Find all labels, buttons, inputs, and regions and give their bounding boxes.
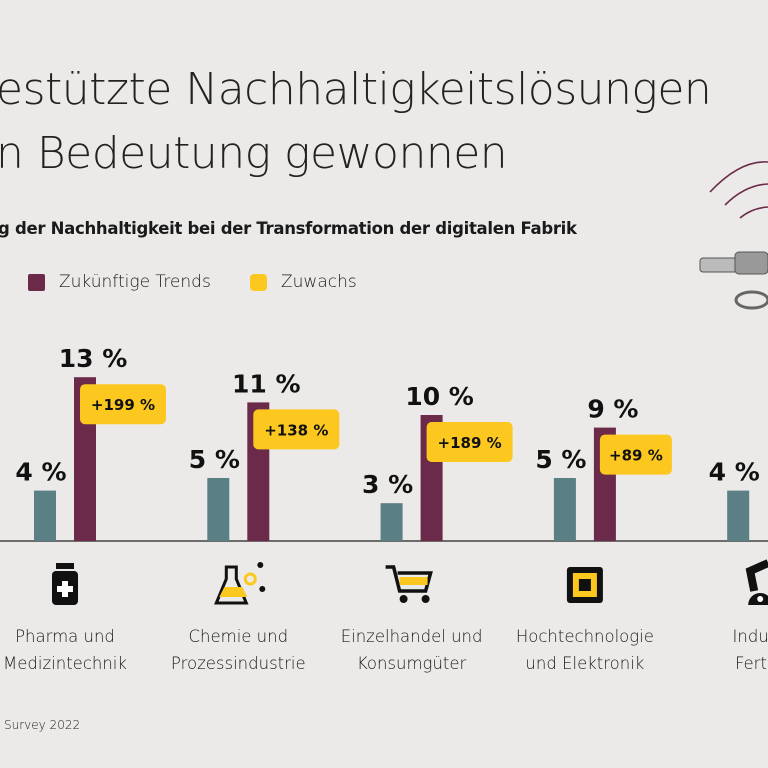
bar-label: 5 % [535,445,586,474]
growth-badge [253,409,340,450]
growth-label: +138 % [264,421,328,439]
legend-label: Zukünftige Trends [59,272,211,292]
bar-label: 9 % [587,395,638,424]
category-label: Pharma und Medizintechnik [0,623,155,677]
bar-current [553,478,576,541]
subtitle: g der Nachhaltigkeit bei der Transformat… [0,219,577,238]
category-label-line: Medizintechnik [3,654,127,673]
category-label-line: Konsumgüter [356,654,467,673]
bar-current [727,490,750,541]
legend-item-growth: Zuwachs [250,272,357,292]
bar-label: 10 % [405,382,474,411]
shopping-cart-icon [385,565,433,603]
category-label-line: Chemie und [188,627,289,646]
bar-label: 3 % [362,470,413,499]
growth-label: +199 % [91,396,155,414]
bar-label: 5 % [189,445,240,474]
bar-label: 13 % [59,344,128,373]
legend-swatch [28,273,45,291]
bar-label: 11 % [232,369,301,398]
robot-arm-wifi-decoration [699,161,768,310]
category-label-line: und Elektronik [525,654,645,673]
category-label: Indust Fertig [668,623,768,677]
growth-badge [599,434,672,475]
growth-badge [426,422,513,462]
category-label-line: Pharma und [15,627,115,646]
bar-current [34,490,56,541]
growth-label: +189 % [438,434,502,452]
category-label: Hochtechnologie und Elektronik [495,623,675,677]
legend-label: Zuwachs [281,272,357,292]
category-label-line: Hochtechnologie [515,627,654,646]
medicine-bottle-icon [52,563,78,605]
category-label-line: Indust [732,627,768,646]
flask-molecule-icon [214,562,266,605]
bar-current [207,478,230,541]
category-label-line: Einzelhandel und [340,627,483,646]
growth-badge [80,384,166,425]
category-label: Chemie und Prozessindustrie [148,623,328,677]
category-label-line: Prozessindustrie [170,654,306,673]
legend-swatch [250,273,267,291]
robot-arm-icon [745,559,768,605]
source-note: Survey 2022 [4,718,81,732]
bar-label: 4 % [15,458,66,487]
growth-label: +89 % [609,447,663,465]
category-label: Einzelhandel und Konsumgüter [322,623,502,677]
legend-item-trends: Zukünftige Trends [28,272,211,292]
bar-current [380,503,403,541]
title-line-1: estützte Nachhaltigkeitslösungen [0,64,712,115]
bar-label: 4 % [709,458,760,487]
category-label-line: Fertig [734,654,768,673]
title-line-2: n Bedeutung gewonnen [0,128,508,179]
chip-icon [566,567,603,603]
